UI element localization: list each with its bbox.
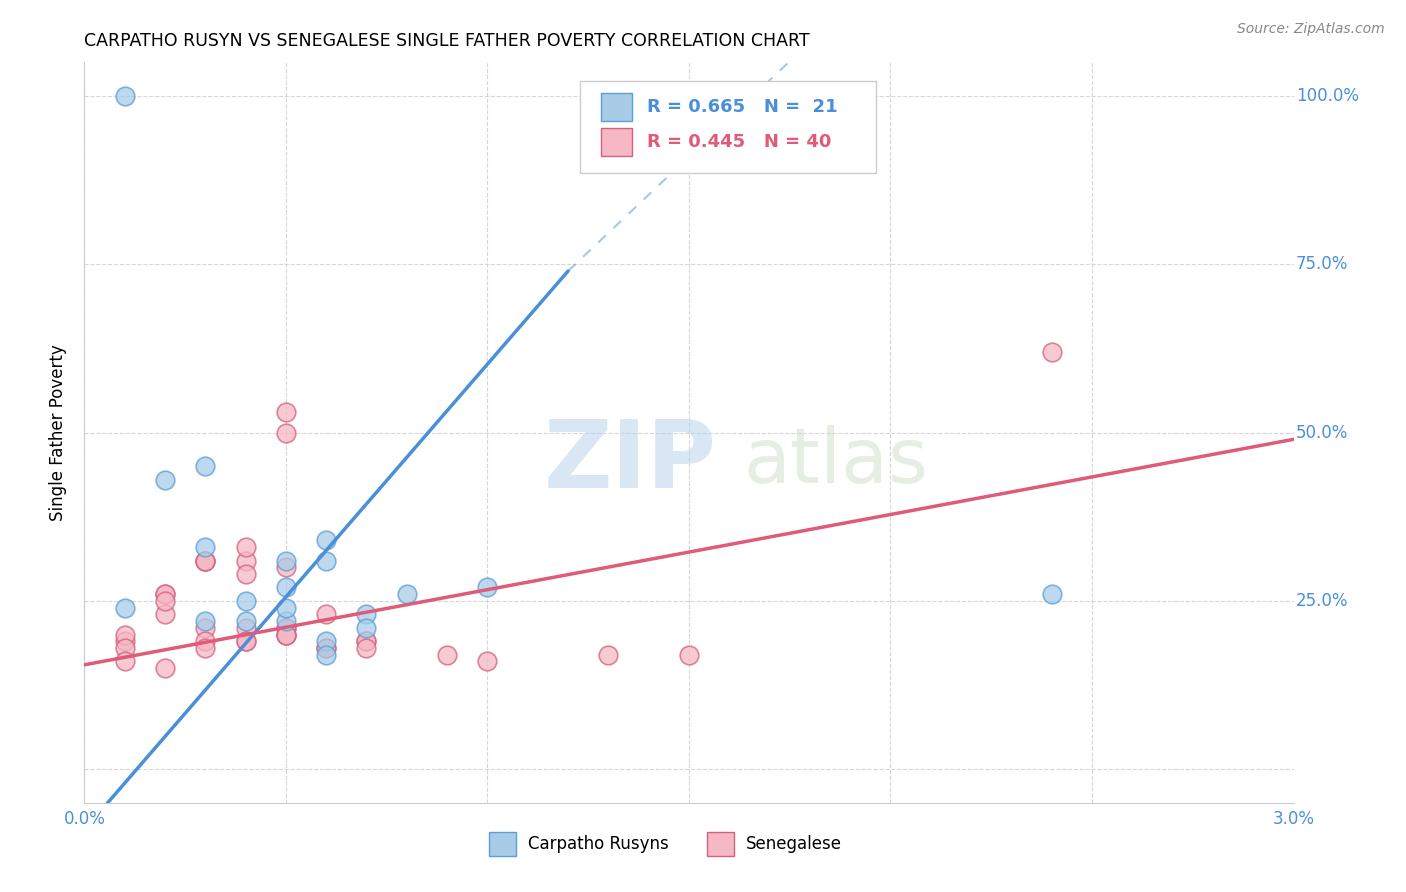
Point xyxy=(194,634,217,648)
Point xyxy=(194,553,217,567)
Text: ZIP: ZIP xyxy=(544,417,717,508)
Point xyxy=(356,640,378,655)
Point xyxy=(274,405,297,419)
Point xyxy=(274,621,297,635)
Point xyxy=(315,634,337,648)
Point xyxy=(274,621,297,635)
Point xyxy=(274,553,297,567)
Point xyxy=(194,553,217,567)
Text: R = 0.665   N =  21: R = 0.665 N = 21 xyxy=(647,98,837,116)
Point xyxy=(235,566,257,581)
Point xyxy=(194,459,217,474)
Point xyxy=(235,634,257,648)
Point xyxy=(194,540,217,554)
Point xyxy=(598,648,620,662)
Point xyxy=(274,614,297,628)
Point xyxy=(235,594,257,608)
Point xyxy=(315,648,337,662)
Point xyxy=(114,600,136,615)
Point xyxy=(274,627,297,641)
Point xyxy=(114,655,136,669)
Point xyxy=(153,587,176,601)
Text: CARPATHO RUSYN VS SENEGALESE SINGLE FATHER POVERTY CORRELATION CHART: CARPATHO RUSYN VS SENEGALESE SINGLE FATH… xyxy=(84,32,810,50)
Point xyxy=(274,581,297,595)
Point xyxy=(153,607,176,622)
Text: 0.0%: 0.0% xyxy=(63,810,105,828)
Point xyxy=(315,607,337,622)
Text: Carpatho Rusyns: Carpatho Rusyns xyxy=(529,835,669,854)
Point xyxy=(235,621,257,635)
Point xyxy=(114,640,136,655)
Text: 100.0%: 100.0% xyxy=(1296,87,1360,105)
Point xyxy=(235,540,257,554)
Point xyxy=(315,640,337,655)
Point xyxy=(194,614,217,628)
Point xyxy=(1040,587,1063,601)
Point xyxy=(395,587,418,601)
Point xyxy=(274,627,297,641)
Point xyxy=(356,621,378,635)
Point xyxy=(315,533,337,548)
Text: Single Father Poverty: Single Father Poverty xyxy=(49,344,66,521)
Text: 25.0%: 25.0% xyxy=(1296,592,1348,610)
Point xyxy=(436,648,458,662)
Text: 50.0%: 50.0% xyxy=(1296,424,1348,442)
Point xyxy=(194,621,217,635)
FancyBboxPatch shape xyxy=(707,832,734,856)
Point xyxy=(194,640,217,655)
Point xyxy=(235,634,257,648)
Point xyxy=(274,560,297,574)
Point xyxy=(235,614,257,628)
Point xyxy=(153,661,176,675)
Point xyxy=(114,89,136,103)
Point xyxy=(356,634,378,648)
Point xyxy=(153,587,176,601)
Point xyxy=(356,634,378,648)
Point xyxy=(153,594,176,608)
Point xyxy=(114,627,136,641)
Text: 75.0%: 75.0% xyxy=(1296,255,1348,273)
Point xyxy=(315,553,337,567)
Point xyxy=(315,640,337,655)
Point xyxy=(678,648,700,662)
Point xyxy=(274,627,297,641)
Text: atlas: atlas xyxy=(744,425,928,500)
Point xyxy=(477,655,499,669)
Text: 3.0%: 3.0% xyxy=(1272,810,1315,828)
Text: Senegalese: Senegalese xyxy=(745,835,842,854)
Point xyxy=(235,553,257,567)
FancyBboxPatch shape xyxy=(600,128,633,156)
FancyBboxPatch shape xyxy=(581,81,876,173)
Point xyxy=(356,607,378,622)
Point xyxy=(274,425,297,440)
FancyBboxPatch shape xyxy=(489,832,516,856)
Point xyxy=(194,553,217,567)
Text: Source: ZipAtlas.com: Source: ZipAtlas.com xyxy=(1237,22,1385,37)
Point xyxy=(153,473,176,487)
Text: R = 0.445   N = 40: R = 0.445 N = 40 xyxy=(647,134,831,152)
FancyBboxPatch shape xyxy=(600,93,633,121)
Point xyxy=(1040,344,1063,359)
Point xyxy=(114,634,136,648)
Point xyxy=(274,600,297,615)
Point xyxy=(477,581,499,595)
